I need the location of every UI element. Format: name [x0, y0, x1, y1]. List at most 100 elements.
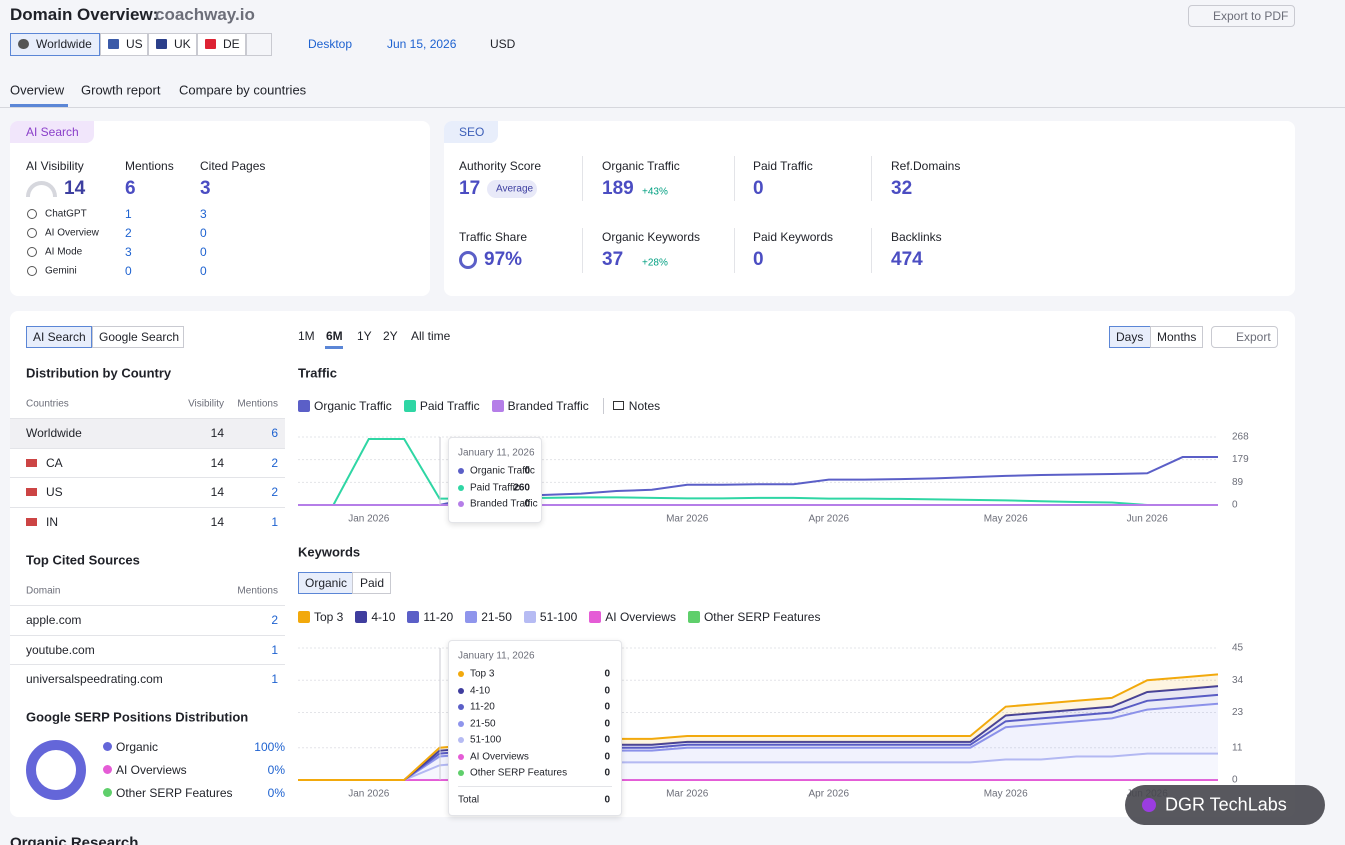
tab[interactable]: Overview — [10, 82, 65, 98]
mentions[interactable]: 2 — [271, 485, 278, 500]
platform-mentions[interactable]: 0 — [125, 264, 132, 278]
legend-label[interactable]: Branded Traffic — [507, 399, 589, 413]
flag — [18, 39, 29, 49]
x-tick-label: Apr 2026 — [808, 789, 849, 800]
mentions[interactable]: 1 — [271, 515, 278, 530]
source-toggle-label[interactable]: Google Search — [99, 330, 180, 344]
tooltip-value: 0 — [604, 718, 610, 729]
kw-toggle-label[interactable]: Organic — [305, 576, 348, 590]
export-label[interactable]: Export — [1236, 330, 1271, 344]
legend-label[interactable]: Other SERP Features — [703, 610, 821, 624]
period[interactable]: 1M — [298, 329, 315, 343]
visibility-gauge — [26, 181, 57, 197]
metric-divider — [734, 156, 735, 201]
more-button[interactable] — [246, 33, 272, 56]
legend-label[interactable]: Paid Traffic — [419, 399, 480, 413]
platform-cited[interactable]: 0 — [200, 264, 207, 278]
chart-title: Traffic — [298, 365, 338, 381]
next-section-title: Organic Research — [10, 834, 139, 845]
chart-title: Keywords — [298, 544, 361, 560]
tooltip-dot — [458, 770, 464, 776]
mentions[interactable]: 2 — [271, 455, 278, 470]
legend-label[interactable]: AI Overviews — [605, 610, 676, 624]
y-tick-label: 268 — [1232, 432, 1249, 443]
period[interactable]: 6M — [326, 329, 343, 343]
x-tick-label: May 2026 — [984, 789, 1028, 800]
flag — [156, 39, 167, 49]
legend-checkbox[interactable] — [465, 611, 478, 623]
date[interactable]: Jun 15, 2026 — [387, 37, 457, 51]
region-button[interactable] — [148, 33, 197, 56]
legend-checkbox[interactable] — [355, 611, 368, 623]
legend-label[interactable]: 21-50 — [481, 610, 512, 624]
notes-label[interactable]: Notes — [628, 399, 661, 413]
seo-metric-value: 189 — [602, 178, 634, 199]
platform-cited[interactable]: 3 — [200, 207, 207, 221]
seo-metric-label: Traffic Share — [459, 230, 528, 244]
source-toggle[interactable] — [26, 326, 92, 348]
legend-checkbox[interactable] — [491, 400, 504, 412]
x-tick-label: Mar 2026 — [666, 789, 709, 800]
platform-mentions[interactable]: 1 — [125, 207, 132, 221]
legend-label[interactable]: 11-20 — [423, 610, 454, 624]
export-pdf-button[interactable] — [1188, 5, 1295, 27]
granularity-label[interactable]: Months — [1157, 330, 1197, 344]
mentions[interactable]: 2 — [271, 613, 278, 627]
column-header: Domain — [26, 585, 61, 597]
granularity-button[interactable] — [1150, 326, 1203, 348]
region-label: US — [126, 37, 143, 51]
legend-label[interactable]: 4-10 — [371, 610, 396, 624]
legend-checkbox[interactable] — [589, 611, 602, 623]
table-row — [10, 605, 285, 635]
region-button[interactable] — [10, 33, 100, 56]
flag — [108, 39, 119, 49]
device[interactable]: Desktop — [308, 37, 353, 51]
mentions[interactable]: 1 — [271, 642, 278, 657]
period[interactable]: All time — [411, 329, 451, 343]
period[interactable]: 2Y — [383, 329, 398, 343]
y-tick-label: 179 — [1232, 454, 1249, 465]
mentions[interactable]: 6 — [271, 426, 278, 440]
legend-checkbox[interactable] — [298, 400, 310, 412]
region-button[interactable] — [100, 33, 148, 56]
legend-checkbox[interactable] — [298, 611, 310, 623]
watermark — [1125, 785, 1325, 825]
tab[interactable]: Compare by countries — [179, 82, 307, 98]
platform-cited[interactable]: 0 — [200, 226, 207, 240]
y-tick-label: 0 — [1232, 500, 1238, 511]
period[interactable]: 1Y — [357, 329, 372, 343]
legend-checkbox[interactable] — [403, 400, 416, 412]
tooltip-value: 260 — [513, 482, 530, 493]
platform-mentions[interactable]: 3 — [125, 245, 132, 259]
seo-metric-value: 37 — [602, 249, 624, 270]
y-tick-label: 89 — [1232, 477, 1244, 488]
region-label: DE — [223, 37, 240, 51]
platform-cited[interactable]: 0 — [200, 245, 207, 259]
platform-mentions[interactable]: 2 — [125, 226, 132, 240]
period-underline — [325, 346, 343, 349]
kw-toggle-label[interactable]: Paid — [360, 576, 385, 590]
legend-label[interactable]: Top 3 — [314, 610, 344, 624]
granularity-label[interactable]: Days — [1116, 330, 1144, 344]
mentions[interactable]: 1 — [271, 672, 278, 686]
column-header: Mentions — [237, 585, 278, 597]
tooltip-total-label: Total — [458, 794, 480, 805]
legend-checkbox[interactable] — [407, 611, 420, 623]
region-button[interactable] — [197, 33, 246, 56]
source-toggle[interactable] — [92, 326, 184, 348]
legend-label[interactable]: Organic Traffic — [314, 399, 392, 413]
export-button[interactable] — [1211, 326, 1278, 348]
kw-toggle[interactable] — [352, 572, 391, 594]
notes-icon — [612, 401, 624, 410]
legend-checkbox[interactable] — [687, 611, 700, 623]
legend-label[interactable]: 51-100 — [539, 610, 578, 624]
cited-title: Top Cited Sources — [26, 552, 140, 568]
x-tick-label: Jan 2026 — [348, 514, 390, 525]
source-toggle-label[interactable]: AI Search — [33, 330, 86, 344]
seo-metric-value: 97% — [484, 249, 523, 270]
tab[interactable]: Growth report — [81, 82, 161, 98]
seo-metric-value: 0 — [753, 178, 764, 199]
y-tick-label: 11 — [1232, 742, 1243, 753]
legend-checkbox[interactable] — [523, 611, 536, 623]
platform-name: ChatGPT — [45, 208, 87, 220]
